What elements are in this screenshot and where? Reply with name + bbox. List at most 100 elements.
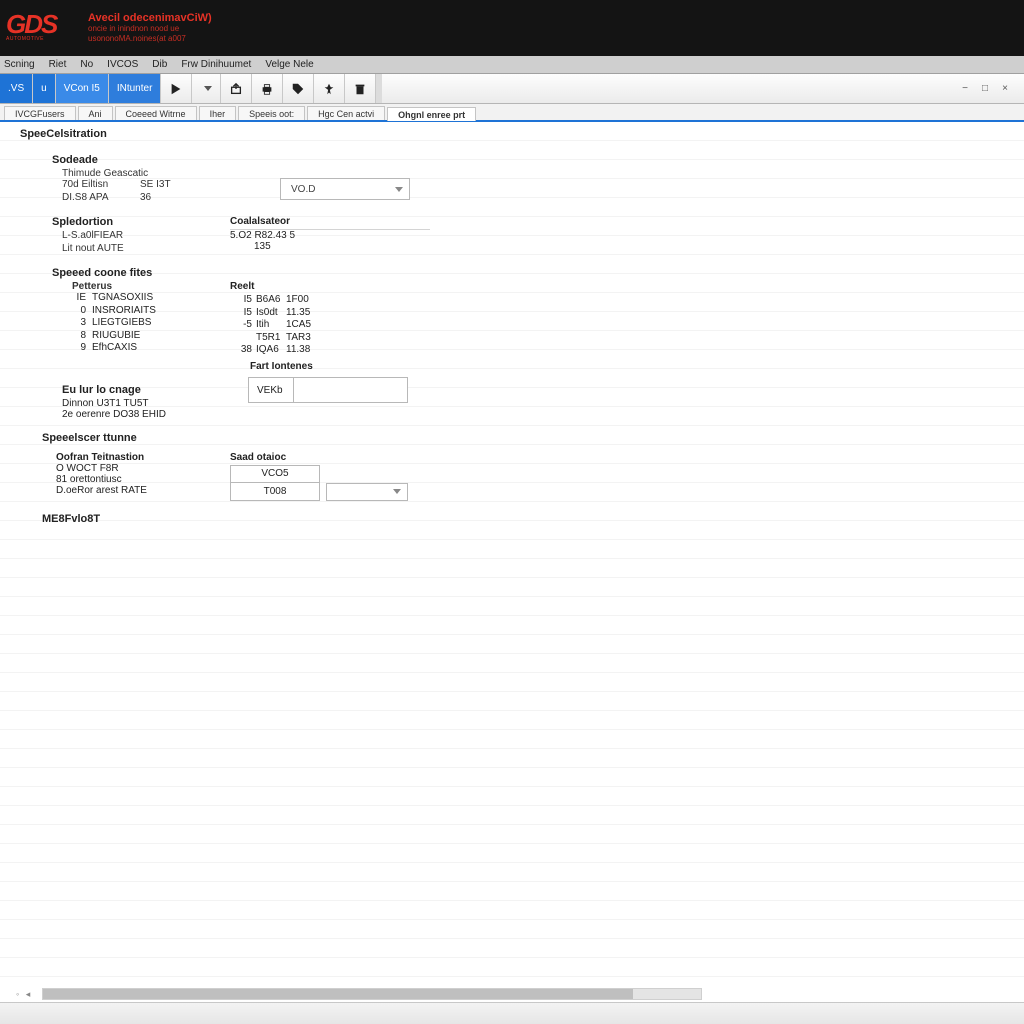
page-title: SpeeCelsitration [20, 128, 1024, 140]
tb-pin-button[interactable] [314, 74, 345, 103]
sec1-dropdown[interactable]: VO.D [280, 178, 410, 200]
sec4-head: Speeelscer ttunne [20, 432, 1024, 444]
export-icon [229, 82, 243, 96]
sec2-headB: Coalalsateor [230, 216, 440, 227]
tb-play-button[interactable] [161, 74, 192, 103]
banner-line2: oncie in inindnon nood ue [88, 24, 212, 34]
toolbar: .VS u VCon I5 INtunter − □ × [0, 74, 1024, 104]
sec4-right-head: Saad otaioc [230, 452, 440, 463]
sec3-sub: Petterus [20, 281, 230, 292]
tab[interactable]: Ani [78, 106, 113, 120]
r: I5 [230, 307, 252, 320]
close-icon[interactable]: × [1000, 84, 1010, 94]
sec4-dropdown[interactable] [326, 483, 408, 501]
calib-row: 135 [230, 241, 440, 252]
list-t: EfhCAXIS [92, 342, 137, 355]
tb-tag-button[interactable] [283, 74, 314, 103]
r: 11.35 [286, 307, 320, 320]
txt-value: VCO5 [261, 468, 288, 479]
menu-item[interactable]: Riet [49, 59, 67, 70]
tab-active[interactable]: Ohgnl enree prt [387, 107, 476, 121]
pin-icon [322, 82, 336, 96]
play-icon [169, 82, 183, 96]
hscroll-area: ◦ ◂ [0, 986, 1024, 1002]
tb-label: u [41, 83, 47, 94]
tab[interactable]: Speeis oot: [238, 106, 305, 120]
menu-item[interactable]: No [80, 59, 93, 70]
menu-item[interactable]: Dib [152, 59, 167, 70]
content-area: SpeeCelsitration Sodeade Thimude Geascat… [0, 122, 1024, 980]
sec3-bottom-label: Fart Iontenes [230, 361, 440, 372]
calib-row: 5.O2 R82.43 5 [230, 230, 440, 241]
r: TAR3 [286, 332, 320, 345]
tb-btn-vcon[interactable]: VCon I5 [56, 74, 109, 103]
tb-label: INtunter [117, 83, 153, 94]
list-n: 8 [72, 330, 86, 343]
tb-export-button[interactable] [221, 74, 252, 103]
tb-btn-ntunter[interactable]: INtunter [109, 74, 162, 103]
sec4-box2[interactable]: T008 [230, 483, 320, 501]
chevron-down-icon [393, 489, 401, 494]
tb-btn-u[interactable]: u [33, 74, 56, 103]
tb-delete-button[interactable] [345, 74, 376, 103]
txt-value: T008 [264, 486, 287, 497]
r: B6A6 [252, 294, 286, 307]
tab[interactable]: Coeeed Witrne [115, 106, 197, 120]
row: Dinnon U3T1 TU5T [20, 398, 1024, 409]
tb-btn-vs[interactable]: .VS [0, 74, 33, 103]
sec5-head: ME8Fvlo8T [20, 513, 1024, 525]
hscroll-nav-icons[interactable]: ◦ ◂ [16, 989, 32, 1000]
sec4-box1[interactable]: VCO5 [230, 465, 320, 483]
statusbar [0, 1002, 1024, 1024]
r: Is0dt [252, 307, 286, 320]
tab[interactable]: Hgc Cen actvi [307, 106, 385, 120]
menu-item[interactable]: IVCOS [107, 59, 138, 70]
r: 11.38 [286, 344, 320, 357]
r: IQA6 [252, 344, 286, 357]
dd-value: VO.D [291, 184, 315, 195]
hscroll-track[interactable] [42, 988, 702, 1000]
tab[interactable]: IVCGFusers [4, 106, 76, 120]
row: 2e oerenre DO38 EHID [20, 409, 1024, 420]
maximize-icon[interactable]: □ [980, 84, 990, 94]
tb-print-button[interactable] [252, 74, 283, 103]
logo-subtext: AUTOMOTIVE [6, 36, 78, 42]
menu-item[interactable]: Velge Nele [265, 59, 313, 70]
banner-line3: usononoMA.noines(at a007 [88, 34, 212, 44]
r [230, 332, 252, 345]
r: 1CA5 [286, 319, 320, 332]
sec3b-head: Eu lur lo cnage [20, 384, 1024, 396]
sec3-head: Speeed coone fites [20, 267, 1024, 279]
row: D.oeRor arest RATE [20, 485, 230, 496]
r: 1F00 [286, 294, 320, 307]
r: 38 [230, 344, 252, 357]
list-n: 3 [72, 317, 86, 330]
list-t: RIUGUBIE [92, 330, 140, 343]
tb-label: .VS [8, 83, 24, 94]
tb-label: VCon I5 [64, 83, 100, 94]
tab[interactable]: Iher [199, 106, 237, 120]
tb-play-dropdown[interactable] [192, 74, 221, 103]
list-t: INSRORIAITS [92, 305, 156, 318]
minimize-icon[interactable]: − [960, 84, 970, 94]
list-n: IE [72, 292, 86, 305]
menu-item[interactable]: Scning [4, 59, 35, 70]
menu-item[interactable]: Frw Dinihuumet [181, 59, 251, 70]
kv-val: 36 [140, 192, 151, 205]
sec4-left-head: Oofran Teitnastion [20, 452, 230, 463]
kv-key: L-S.a0lFIEAR [62, 230, 123, 243]
list-n: 9 [72, 342, 86, 355]
app-logo: GDS AUTOMOTIVE [6, 7, 78, 49]
sec1-head: Sodeade [20, 154, 1024, 166]
tabstrip: IVCGFusers Ani Coeeed Witrne Iher Speeis… [0, 104, 1024, 122]
sec3-result-head: Reelt [230, 281, 440, 292]
print-icon [260, 82, 274, 96]
kv-key: 70d Eiltisn [62, 179, 140, 192]
list-t: TGNASOXIIS [92, 292, 153, 305]
sec1-sub: Thimude Geascatic [20, 168, 1024, 179]
menubar: Scning Riet No IVCOS Dib Frw Dinihuumet … [0, 56, 1024, 74]
kv-val: SE I3T [140, 179, 171, 192]
hscroll-thumb[interactable] [43, 989, 633, 999]
r: Itih [252, 319, 286, 332]
window-controls: − □ × [960, 74, 1024, 103]
